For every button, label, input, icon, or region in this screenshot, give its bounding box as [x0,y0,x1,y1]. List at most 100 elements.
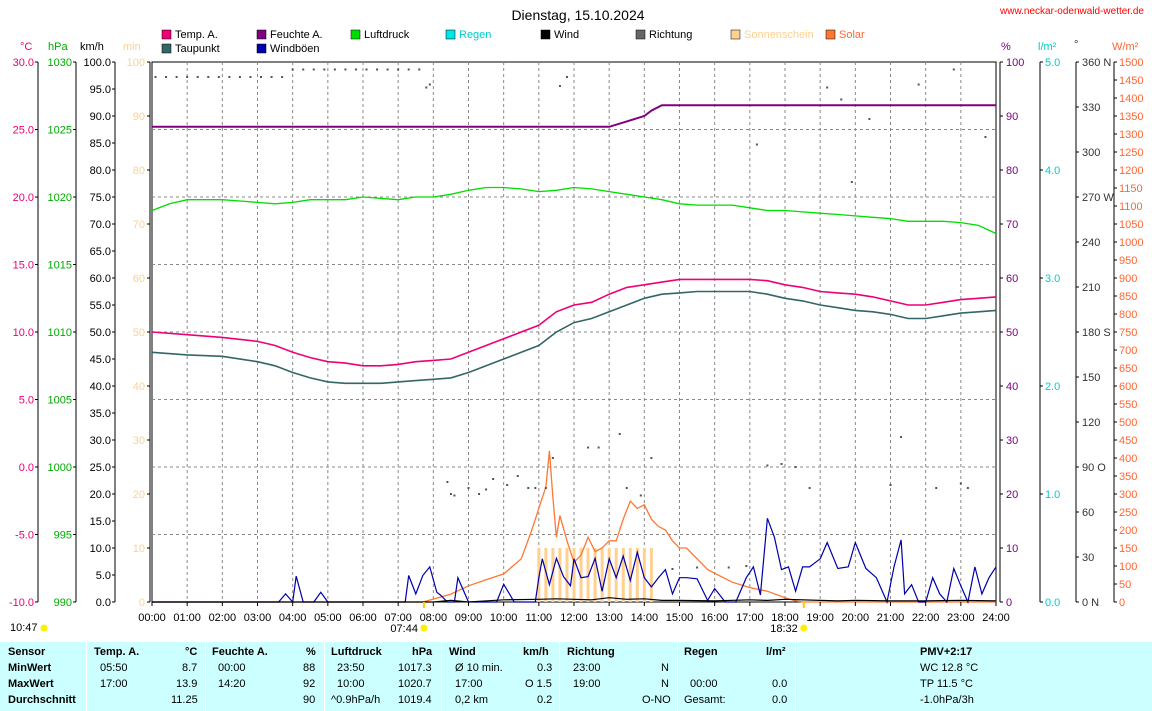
temp-axis-tick: -10.0 [9,597,34,609]
wind-axis-tick: 85.0 [90,138,111,150]
direction-point [625,487,628,489]
row-label-min: MinWert [8,662,52,674]
legend-label: Sonnenschein [744,29,814,41]
solar-axis-tick: 1100 [1119,201,1143,213]
direction-point [207,76,210,78]
direction-point [506,484,509,486]
direction-point [485,488,488,491]
pressure-unit: hPa [412,646,433,658]
direction-point [516,475,519,477]
humidity-axis-tick: 60 [1006,273,1018,285]
x-tick-label: 24:00 [982,612,1010,624]
direction-axis-tick: 360 N [1082,57,1111,69]
humidity-axis-tick: 50 [1006,327,1018,339]
humidity-header: Feuchte A. [212,646,268,658]
sun-markers: 07:44 18:32 10:47 [10,602,808,635]
direction-point [966,487,969,489]
pressure-header: Luftdruck [331,646,382,658]
series-solar [152,450,996,603]
temp-unit-label: °C [20,41,32,53]
right-axes: 10090807060504030201005.04.03.02.01.00.0… [999,57,1143,609]
direction-point [376,68,379,71]
temp-max-time: 17:00 [100,678,128,690]
direction-point [745,565,748,567]
solar-axis-tick: 1450 [1119,75,1143,87]
direction-point [228,76,231,78]
direction-point [558,85,561,87]
direction-min: N [661,662,669,674]
pressure-avg: 1019.4 [398,694,432,706]
direction-point [386,68,389,71]
solar-axis-tick: 150 [1119,543,1137,555]
direction-axis-tick: 60 [1082,507,1094,519]
legend-swatch [730,29,741,40]
sunshine-bar [586,548,590,602]
rain-axis-tick: 5.0 [1045,57,1060,69]
legend-swatch [161,29,172,40]
direction-point [478,493,481,495]
sunshine-axis-tick: 0 [139,597,145,609]
direction-point [826,86,829,89]
sunshine-bar [544,548,548,602]
direction-point [449,493,452,495]
legend-label: Windböen [270,43,320,55]
temp-axis-tick: 10.0 [13,327,34,339]
direction-point [868,118,871,120]
pressure-axis-tick: 1020 [48,192,72,204]
sunshine-bar [572,548,576,602]
humidity-max: 92 [303,678,316,690]
x-tick-label: 23:00 [947,612,975,624]
direction-point [291,68,294,71]
direction-point [217,76,220,78]
direction-point [794,466,797,468]
temp-unit: °C [185,646,198,658]
direction-point [467,487,470,489]
sunshine-bar [593,548,597,602]
sunshine-bar [607,548,611,602]
temp-axis-tick: 5.0 [19,395,34,407]
direction-max: N [661,678,669,690]
legend-label: Feuchte A. [270,29,323,41]
sunrise-time: 07:44 [390,623,418,635]
direction-point [959,482,962,485]
direction-point [249,76,252,78]
direction-axis-tick: 120 [1082,417,1100,429]
rain-header: Regen [684,646,718,658]
legend-label: Richtung [649,29,692,41]
pressure-min: 1017.3 [398,662,432,674]
grid [151,61,997,603]
pressure-max-time: 10:00 [337,678,365,690]
wind-axis-tick: 40.0 [90,381,111,393]
direction-point [551,457,554,459]
rain-axis-tick: 2.0 [1045,381,1060,393]
solar-axis-tick: 300 [1119,489,1137,501]
x-tick-label: 04:00 [279,612,307,624]
solar-axis-tick: 550 [1119,399,1137,411]
humidity-axis-tick: 40 [1006,381,1018,393]
solar-axis-tick: 1250 [1119,147,1143,159]
wind-unit-label: km/h [80,41,104,53]
wind-axis-tick: 70.0 [90,219,111,231]
solar-axis-tick: 750 [1119,327,1137,339]
direction-unit-label: ° [1074,39,1078,51]
x-tick-label: 20:00 [842,612,870,624]
x-tick-label: 07:00 [384,612,412,624]
direction-axis-tick: 240 [1082,237,1100,249]
legend-swatch [635,29,646,40]
sunrise-sun-icon [420,624,428,632]
direction-point [850,181,853,183]
solar-axis-tick: 350 [1119,471,1137,483]
stats-table: Sensor MinWert MaxWert Durchschnitt Temp… [0,642,1152,711]
x-tick-label: 01:00 [173,612,201,624]
direction-min-time: 23:00 [573,662,601,674]
sunshine-bar [635,548,639,602]
humidity-max-time: 14:20 [218,678,246,690]
wind-max-time: 17:00 [455,678,483,690]
legend-swatch [256,43,267,54]
humidity-axis-tick: 80 [1006,165,1018,177]
wind-axis-tick: 30.0 [90,435,111,447]
direction-point [597,446,600,449]
x-tick-label: 02:00 [209,612,237,624]
x-tick-label: 10:00 [490,612,518,624]
x-tick-label: 03:00 [244,612,272,624]
